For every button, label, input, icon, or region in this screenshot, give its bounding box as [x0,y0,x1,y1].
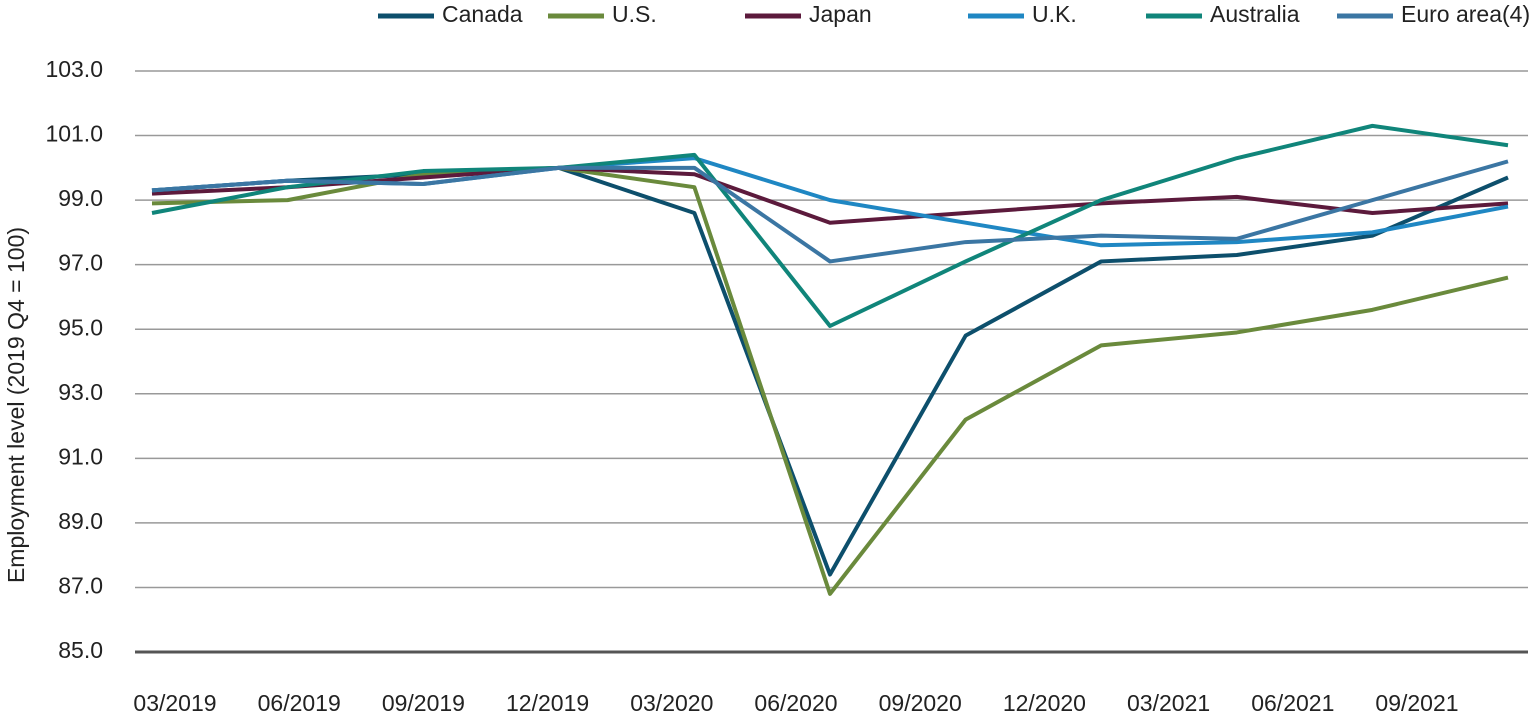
y-tick-label: 91.0 [58,443,103,469]
y-tick-label: 85.0 [58,637,103,663]
y-tick-label: 93.0 [58,379,103,405]
x-tick-label: 03/2021 [1127,690,1210,716]
legend-label: Euro area(4) [1401,1,1530,27]
x-tick-label: 12/2019 [506,690,589,716]
y-tick-label: 103.0 [45,56,103,82]
series-line [151,123,1509,328]
x-tick-label: 06/2020 [754,690,837,716]
series-line [151,156,1509,248]
legend-label: Canada [442,1,523,27]
series-line [151,165,1509,577]
x-tick-label: 03/2019 [133,690,216,716]
y-tick-label: 101.0 [45,121,103,147]
x-tick-label: 09/2020 [879,690,962,716]
y-tick-label: 87.0 [58,573,103,599]
y-tick-label: 95.0 [58,314,103,340]
x-tick-label: 06/2021 [1251,690,1334,716]
y-tick-label: 99.0 [58,185,103,211]
legend-label: Japan [809,1,872,27]
x-tick-label: 06/2019 [258,690,341,716]
y-axis-title: Employment level (2019 Q4 = 100) [3,227,29,583]
y-tick-label: 97.0 [58,250,103,276]
legend-label: U.K. [1032,1,1077,27]
x-tick-label: 12/2020 [1003,690,1086,716]
x-tick-label: 09/2019 [382,690,465,716]
x-tick-label: 09/2021 [1375,690,1458,716]
series-line [151,165,1509,225]
legend-label: Australia [1210,1,1300,27]
series-line [151,159,1509,264]
x-tick-label: 03/2020 [630,690,713,716]
y-tick-label: 89.0 [58,508,103,534]
series-line [151,165,1509,596]
legend-label: U.S. [612,1,657,27]
